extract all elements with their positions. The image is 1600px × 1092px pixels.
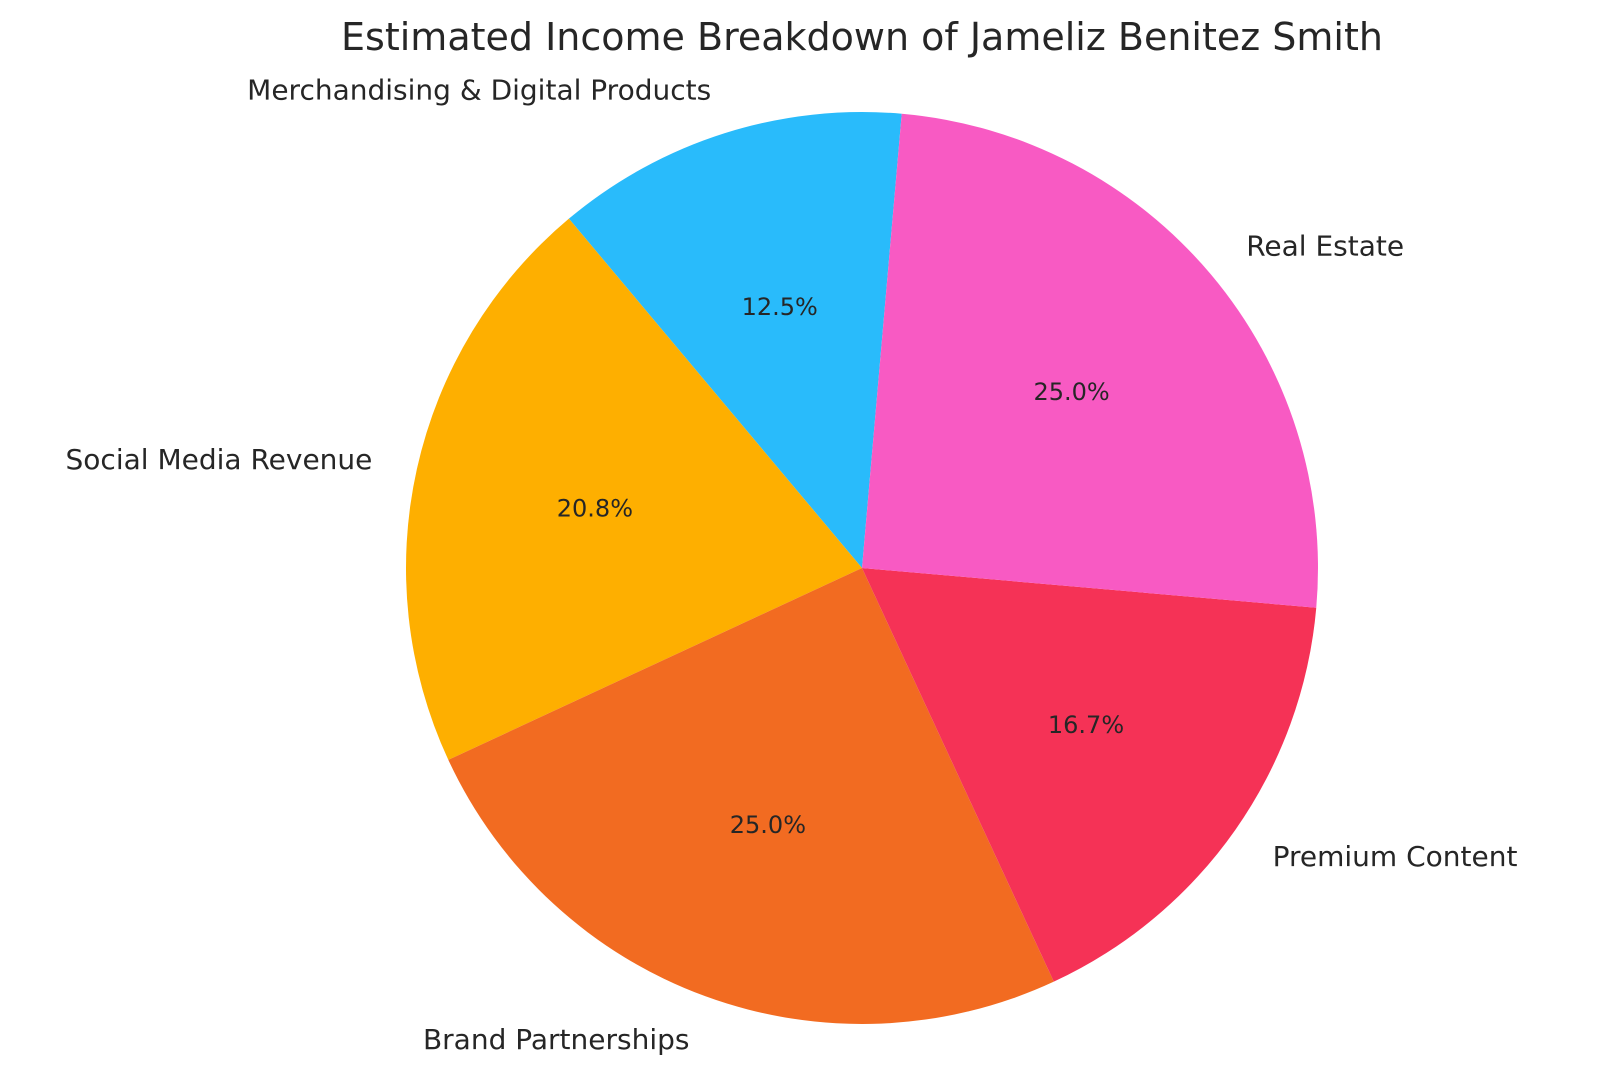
pie-slice-real-estate (862, 113, 1318, 608)
slice-percent-social-media-revenue: 20.8% (557, 495, 633, 523)
slice-percent-brand-partnerships: 25.0% (730, 811, 806, 839)
pie-slice-premium-content (862, 568, 1317, 982)
slice-label-social-media-revenue: Social Media Revenue (66, 443, 373, 476)
slice-label-brand-partnerships: Brand Partnerships (423, 1023, 690, 1056)
pie-labels: Merchandising & Digital Products 12.5% Soc… (66, 74, 1518, 1056)
slice-label-real-estate: Real Estate (1246, 230, 1404, 263)
chart-title: Estimated Income Breakdown of Jameliz Be… (341, 15, 1383, 59)
slice-label-premium-content: Premium Content (1273, 840, 1518, 873)
slice-label-merchandising-and-digital-products: Merchandising & Digital Products (247, 74, 711, 107)
slice-percent-merchandising-and-digital-products: 12.5% (742, 293, 818, 321)
slice-percent-real-estate: 25.0% (1033, 378, 1109, 406)
pie-slices (405, 112, 1318, 1025)
pie-slice-merchandising-and-digital-products (568, 112, 902, 569)
slice-percent-premium-content: 16.7% (1048, 711, 1124, 739)
pie-slice-social-media-revenue (405, 218, 862, 760)
pie-slice-brand-partnerships (448, 568, 1054, 1025)
